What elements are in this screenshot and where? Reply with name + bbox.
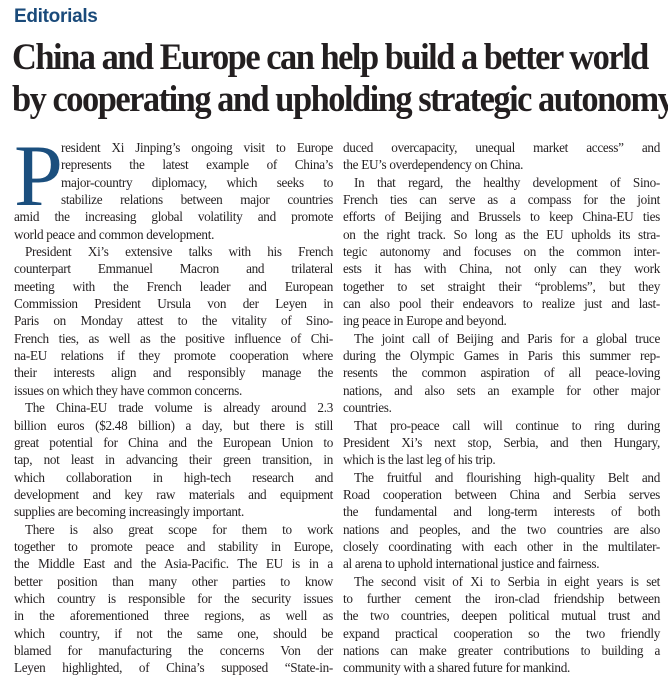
paragraph: In that regard, the healthy development … bbox=[343, 174, 660, 330]
section-label: Editorials bbox=[14, 6, 98, 27]
text-line: Leyen highlighted, of China’s supposed “… bbox=[14, 660, 333, 676]
text-line: In that regard, the healthy development … bbox=[354, 174, 660, 190]
text-line: to further cement the iron-clad friendsh… bbox=[343, 590, 660, 606]
text-line: world peace and common development. bbox=[14, 226, 215, 242]
text-line: That pro-peace call will continue to rin… bbox=[354, 417, 660, 433]
text-line: ests it has with China, not only can the… bbox=[343, 261, 660, 277]
text-line: the fundamental and long-term interests … bbox=[343, 504, 660, 520]
text-line: nations can make greater contributions t… bbox=[343, 642, 660, 658]
text-line: resents the common aspiration of all pea… bbox=[343, 365, 660, 381]
text-line: on the right track. So long as the EU up… bbox=[343, 226, 660, 242]
text-line: the EU’s overdependency on China. bbox=[343, 157, 524, 173]
text-line: tegic autonomy and focuses on the common… bbox=[343, 244, 660, 260]
headline: China and Europe can help build a better… bbox=[12, 37, 668, 121]
paragraph: President Xi’s extensive talks with his … bbox=[14, 243, 333, 399]
text-line: which is the last leg of his trip. bbox=[343, 452, 496, 468]
text-line: meeting with the French leader and Europ… bbox=[14, 278, 333, 294]
text-line: together to promote peace and stability … bbox=[14, 538, 333, 554]
text-line: al arena to uphold international justice… bbox=[343, 556, 600, 572]
text-line: The second visit of Xi to Serbia in eigh… bbox=[354, 573, 660, 589]
text-line: French ties, as well as the positive inf… bbox=[14, 330, 333, 346]
text-line: can also pool their endeavors to realize… bbox=[343, 296, 660, 312]
text-line: Paris on Monday attest to the vitality o… bbox=[14, 313, 333, 329]
paragraph: duced overcapacity, unequal market acces… bbox=[343, 139, 660, 174]
paragraph: resident Xi Jinping’s ongoing visit to E… bbox=[14, 139, 333, 243]
text-line: great potential for China and the Europe… bbox=[14, 434, 333, 450]
text-line: President Xi’s next stop, Serbia, and th… bbox=[343, 434, 660, 450]
text-line: during the Olympic Games in Paris this s… bbox=[343, 348, 660, 364]
text-line: better position than many other parties … bbox=[14, 573, 333, 589]
text-line: nations, and also sets an example for ot… bbox=[343, 382, 660, 398]
text-line: supplies are becoming increasingly impor… bbox=[14, 504, 245, 520]
text-line: The fruitful and flourishing high-qualit… bbox=[354, 469, 660, 485]
text-line: stabilize relations between major countr… bbox=[61, 192, 333, 208]
text-line: duced overcapacity, unequal market acces… bbox=[343, 140, 660, 155]
text-line: Road cooperation between China and Serbi… bbox=[343, 486, 660, 502]
headline-line-2: by cooperating and upholding strategic a… bbox=[12, 79, 668, 120]
text-line: efforts of Beijing and Brussels to keep … bbox=[343, 209, 660, 225]
headline-line-1: China and Europe can help build a better… bbox=[12, 37, 649, 78]
text-line: which collaboration in high-tech researc… bbox=[14, 469, 333, 485]
text-line: community with a shared future for manki… bbox=[343, 660, 570, 676]
text-line: the two countries, deepen political mutu… bbox=[343, 608, 660, 624]
paragraph: The joint call of Beijing and Paris for … bbox=[343, 330, 660, 417]
paragraph: There is also great scope for them to wo… bbox=[14, 521, 333, 677]
text-line: together to set straight their “problems… bbox=[343, 278, 660, 294]
article-column-left: resident Xi Jinping’s ongoing visit to E… bbox=[14, 139, 333, 677]
paragraph: That pro-peace call will continue to rin… bbox=[343, 417, 660, 469]
text-line: expand practical cooperation so the two … bbox=[343, 625, 660, 641]
text-line: counterpart Emmanuel Macron and trilater… bbox=[14, 261, 333, 277]
paragraph: The China-EU trade volume is already aro… bbox=[14, 399, 333, 520]
text-line: nations and peoples, and the two countri… bbox=[343, 521, 660, 537]
text-line: which country is responsible for the sec… bbox=[14, 590, 333, 606]
text-line: represents the latest example of China’s bbox=[61, 157, 333, 173]
text-line: French ties can serve as a compass for t… bbox=[343, 192, 660, 208]
text-line: Commission President Ursula von der Leye… bbox=[14, 296, 333, 312]
text-line: development and key raw materials and eq… bbox=[14, 486, 333, 502]
text-line: in the aforementioned three regions, as … bbox=[14, 608, 333, 624]
text-line: blamed for manufacturing the concerns Vo… bbox=[14, 642, 333, 658]
text-line: amid the increasing global volatility an… bbox=[14, 209, 333, 225]
text-line: ing peace in Europe and beyond. bbox=[343, 313, 507, 329]
text-line: resident Xi Jinping’s ongoing visit to E… bbox=[61, 140, 333, 155]
text-line: which country, if not the same one, shou… bbox=[14, 625, 333, 641]
paragraph: The fruitful and flourishing high-qualit… bbox=[343, 469, 660, 573]
text-line: President Xi’s extensive talks with his … bbox=[25, 244, 333, 260]
drop-cap: P bbox=[14, 128, 63, 225]
text-line: billion euros ($2.48 billion) a day, but… bbox=[14, 417, 333, 433]
text-line: closely coordinating with each other in … bbox=[343, 538, 660, 554]
article-column-right: duced overcapacity, unequal market acces… bbox=[343, 139, 660, 677]
text-line: The joint call of Beijing and Paris for … bbox=[354, 330, 660, 346]
text-line: major-country diplomacy, which seeks to bbox=[61, 174, 333, 190]
text-line: na-EU relations if they promote cooperat… bbox=[14, 348, 333, 364]
text-line: The China-EU trade volume is already aro… bbox=[25, 400, 333, 416]
text-line: their interests align and responsibly ma… bbox=[14, 365, 333, 381]
text-line: There is also great scope for them to wo… bbox=[25, 521, 333, 537]
text-line: the Middle East and the Asia-Pacific. Th… bbox=[14, 556, 333, 572]
text-line: countries. bbox=[343, 400, 392, 416]
text-line: issues on which they have common concern… bbox=[14, 382, 243, 398]
paragraph: The second visit of Xi to Serbia in eigh… bbox=[343, 573, 660, 677]
text-line: tap, not least in advancing their green … bbox=[14, 452, 333, 468]
